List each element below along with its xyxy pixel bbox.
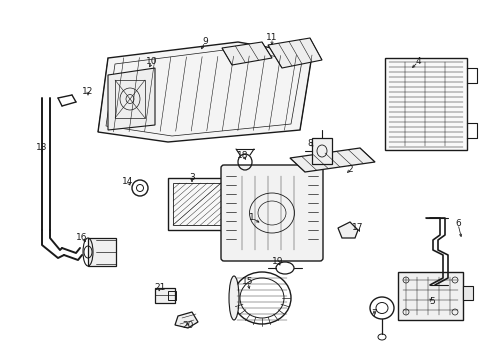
Text: 5: 5	[428, 297, 434, 306]
Text: 18: 18	[237, 152, 248, 161]
Bar	[168, 178, 225, 230]
Text: 20: 20	[182, 321, 193, 330]
Text: 2: 2	[346, 166, 352, 175]
Bar	[155, 288, 175, 303]
Text: 16: 16	[76, 234, 87, 243]
Bar	[173, 183, 221, 225]
Polygon shape	[175, 312, 198, 328]
Ellipse shape	[228, 276, 239, 320]
Text: 3: 3	[189, 174, 195, 183]
Polygon shape	[289, 148, 374, 172]
Polygon shape	[267, 38, 321, 68]
Text: 19: 19	[272, 257, 283, 266]
Text: 21: 21	[154, 284, 165, 292]
Text: 7: 7	[370, 310, 376, 319]
Bar	[115, 80, 145, 118]
Bar	[462, 286, 472, 300]
FancyBboxPatch shape	[221, 165, 323, 261]
Text: 17: 17	[351, 224, 363, 233]
Polygon shape	[337, 222, 357, 238]
Bar	[311, 138, 331, 164]
Text: 1: 1	[248, 213, 254, 222]
Bar	[384, 58, 466, 150]
Text: 11: 11	[265, 33, 277, 42]
Text: 10: 10	[146, 58, 158, 67]
Bar	[168, 291, 176, 300]
Text: 15: 15	[242, 278, 253, 287]
Text: 13: 13	[36, 144, 48, 153]
Text: 14: 14	[122, 177, 133, 186]
Polygon shape	[98, 42, 311, 142]
Text: 8: 8	[306, 139, 312, 148]
Text: 6: 6	[454, 220, 460, 229]
Text: 4: 4	[414, 58, 420, 67]
Polygon shape	[222, 42, 271, 65]
Text: 9: 9	[202, 37, 207, 46]
Polygon shape	[108, 68, 155, 130]
Bar	[397, 272, 462, 320]
Bar	[88, 238, 116, 266]
Text: 12: 12	[82, 87, 94, 96]
